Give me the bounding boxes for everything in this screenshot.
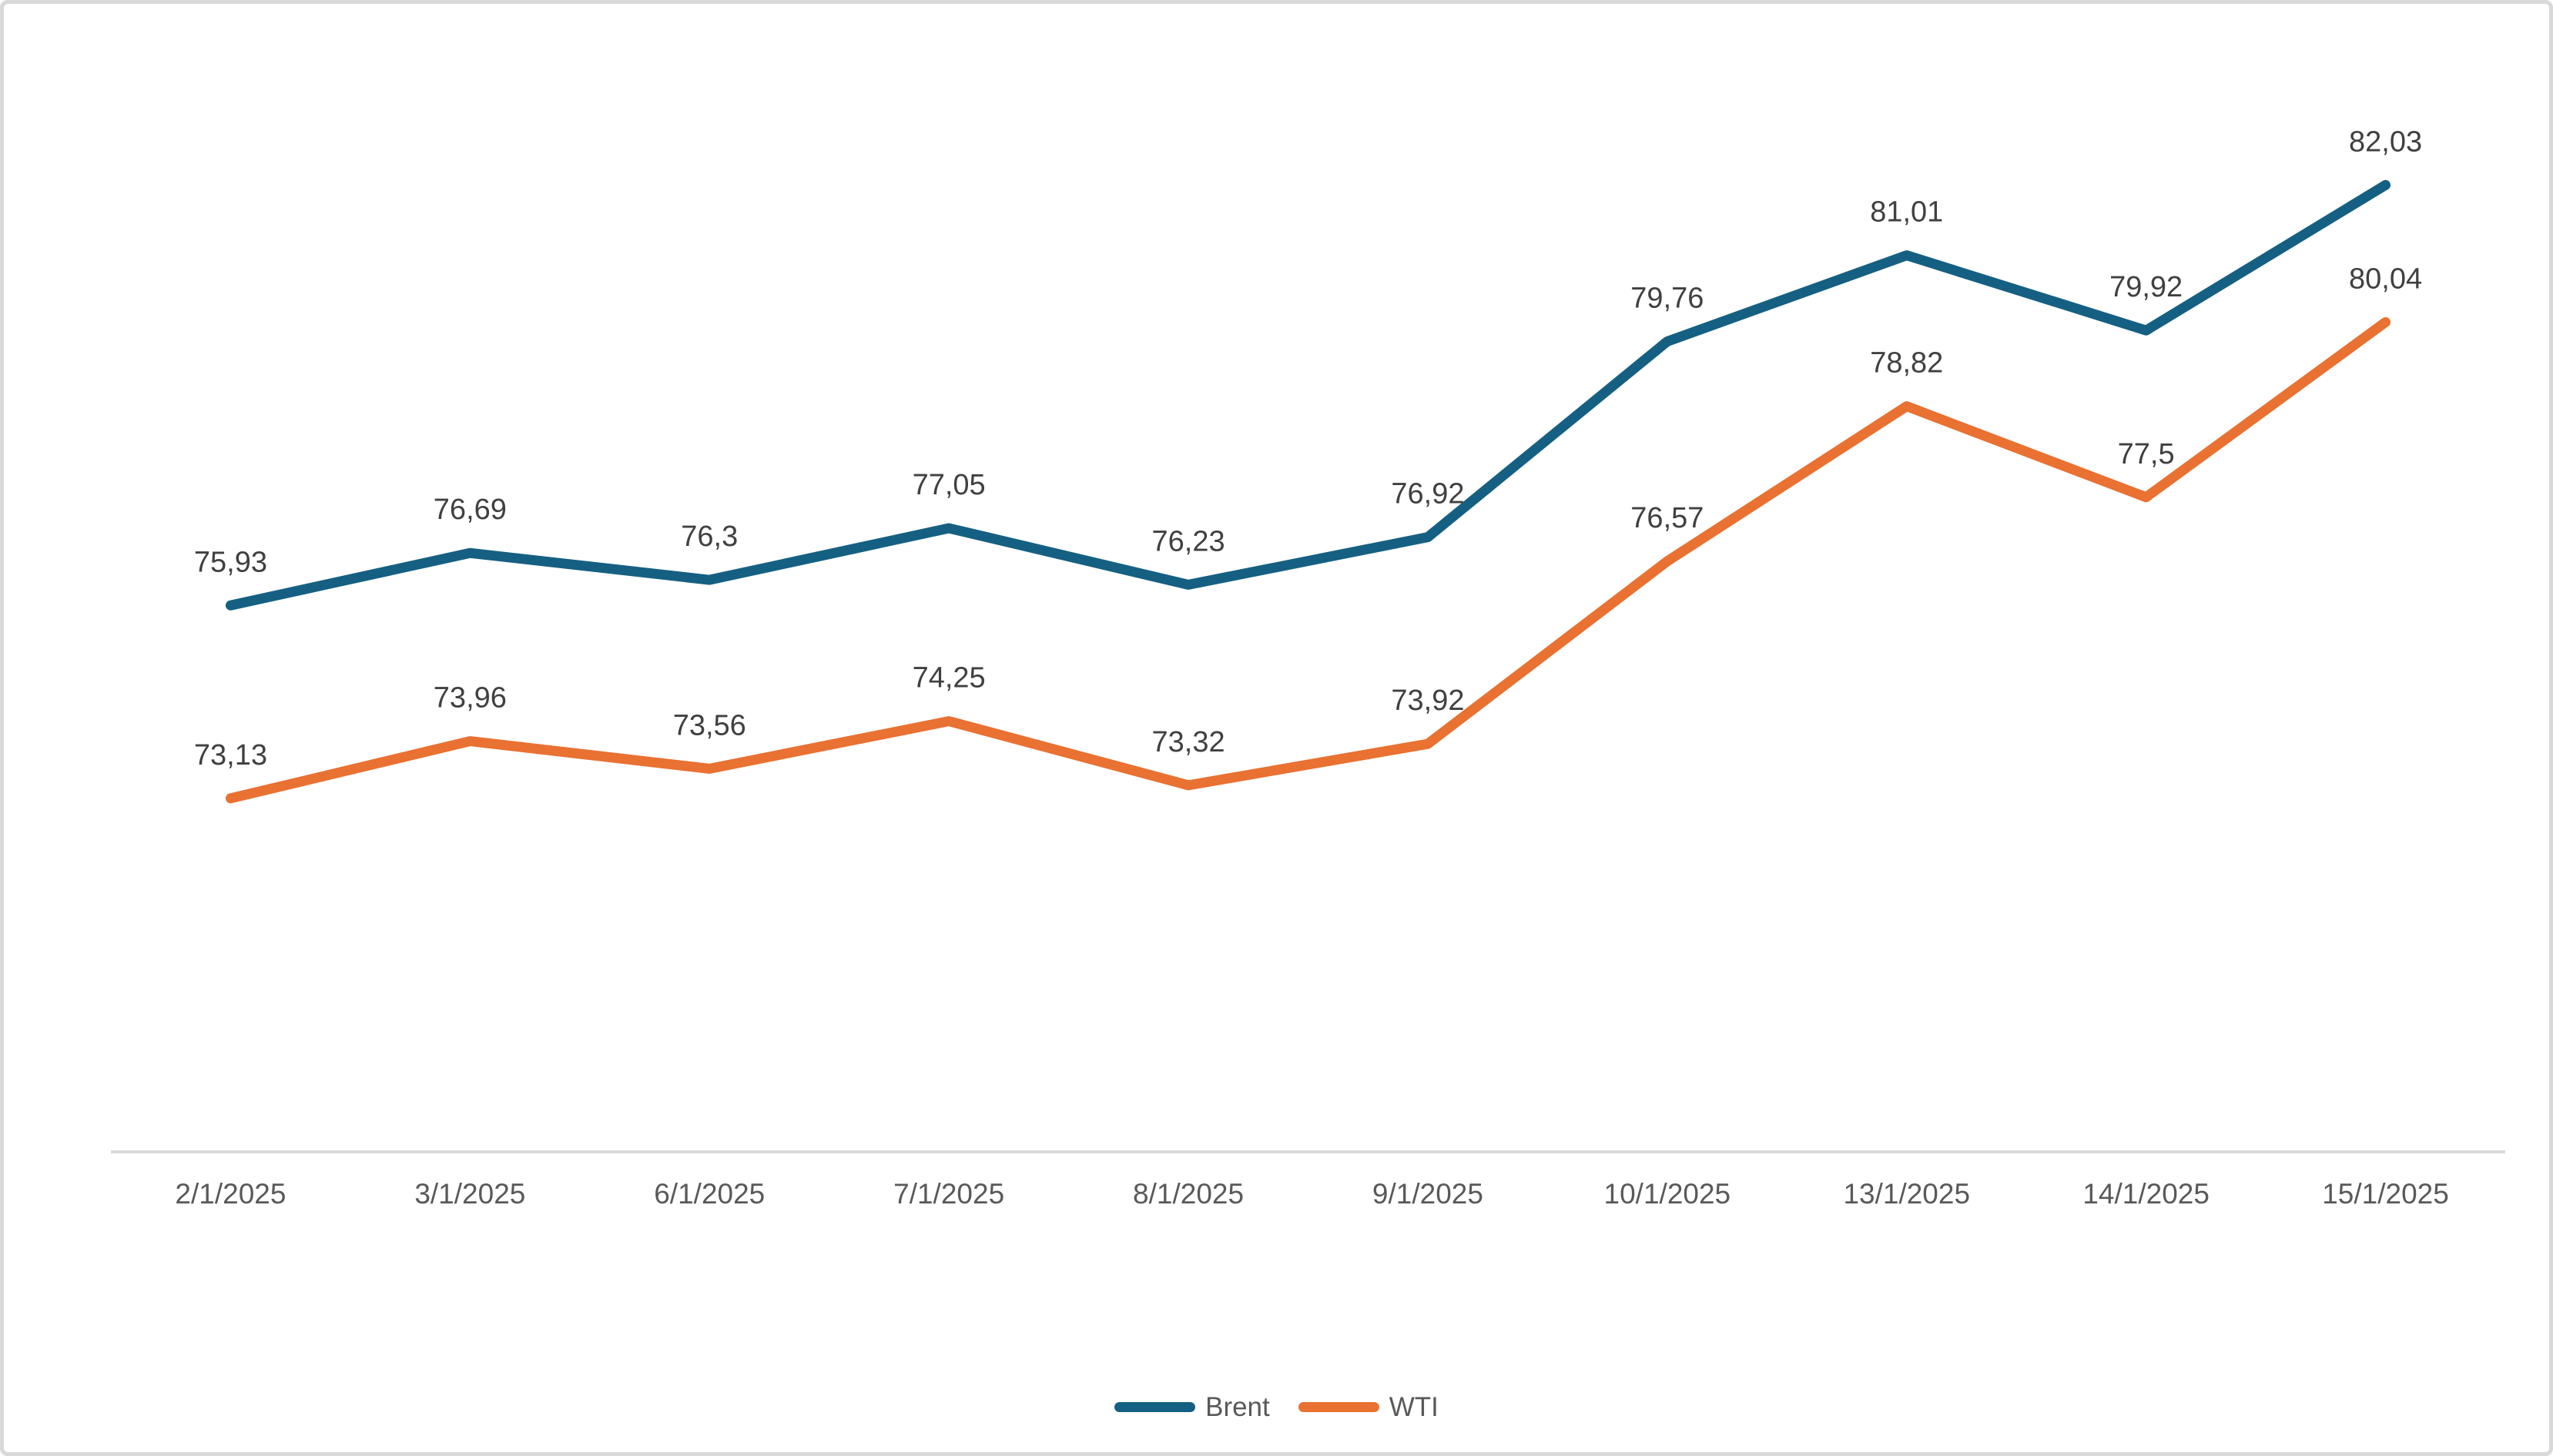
x-axis-label: 6/1/2025	[654, 1178, 765, 1210]
x-axis-label: 13/1/2025	[1843, 1178, 1970, 1210]
wti-data-label: 73,13	[194, 739, 267, 772]
brent-data-label: 79,92	[2109, 271, 2183, 303]
brent-data-label: 79,76	[1630, 282, 1704, 314]
x-axis-label: 7/1/2025	[893, 1178, 1004, 1210]
wti-data-label: 80,04	[2349, 263, 2422, 295]
x-axis-label: 10/1/2025	[1604, 1178, 1731, 1210]
wti-data-label: 76,57	[1630, 502, 1704, 534]
x-axis-label: 14/1/2025	[2082, 1178, 2210, 1210]
wti-series-marker-icon	[1298, 1401, 1379, 1412]
wti-data-label: 73,96	[434, 682, 507, 715]
brent-data-label: 75,93	[194, 546, 267, 578]
legend: Brent WTI	[4, 1388, 2549, 1425]
wti-series-line	[225, 316, 2391, 804]
legend-item-brent: Brent	[1114, 1394, 1270, 1421]
x-axis-label: 9/1/2025	[1372, 1178, 1483, 1210]
x-axis-label: 2/1/2025	[175, 1178, 286, 1210]
wti-data-label: 73,92	[1391, 684, 1464, 717]
wti-data-label: 77,5	[2118, 438, 2175, 470]
x-axis-label: 15/1/2025	[2322, 1178, 2449, 1210]
wti-data-label: 73,32	[1152, 726, 1225, 758]
brent-data-label: 77,05	[913, 469, 986, 501]
legend-item-wti: WTI	[1298, 1394, 1439, 1421]
wti-data-label: 78,82	[1870, 347, 1943, 380]
brent-series-marker-icon	[1114, 1401, 1196, 1412]
brent-data-label: 82,03	[2349, 126, 2422, 158]
wti-data-label: 74,25	[913, 662, 986, 695]
brent-data-label: 76,92	[1391, 478, 1464, 510]
line-chart: 2/1/2025 3/1/2025 6/1/2025 7/1/2025 8/1/2025…	[111, 126, 2505, 1210]
brent-data-label: 76,23	[1152, 525, 1225, 557]
brent-data-label: 76,3	[681, 520, 738, 553]
brent-data-label: 81,01	[1870, 196, 1943, 229]
wti-data-label: 73,56	[673, 709, 746, 741]
brent-series-line	[225, 179, 2391, 611]
x-axis-label: 3/1/2025	[414, 1178, 525, 1210]
wti-legend-label: WTI	[1389, 1391, 1439, 1422]
x-axis-label: 8/1/2025	[1133, 1178, 1244, 1210]
brent-data-label: 76,69	[434, 494, 507, 526]
brent-legend-label: Brent	[1205, 1391, 1270, 1422]
